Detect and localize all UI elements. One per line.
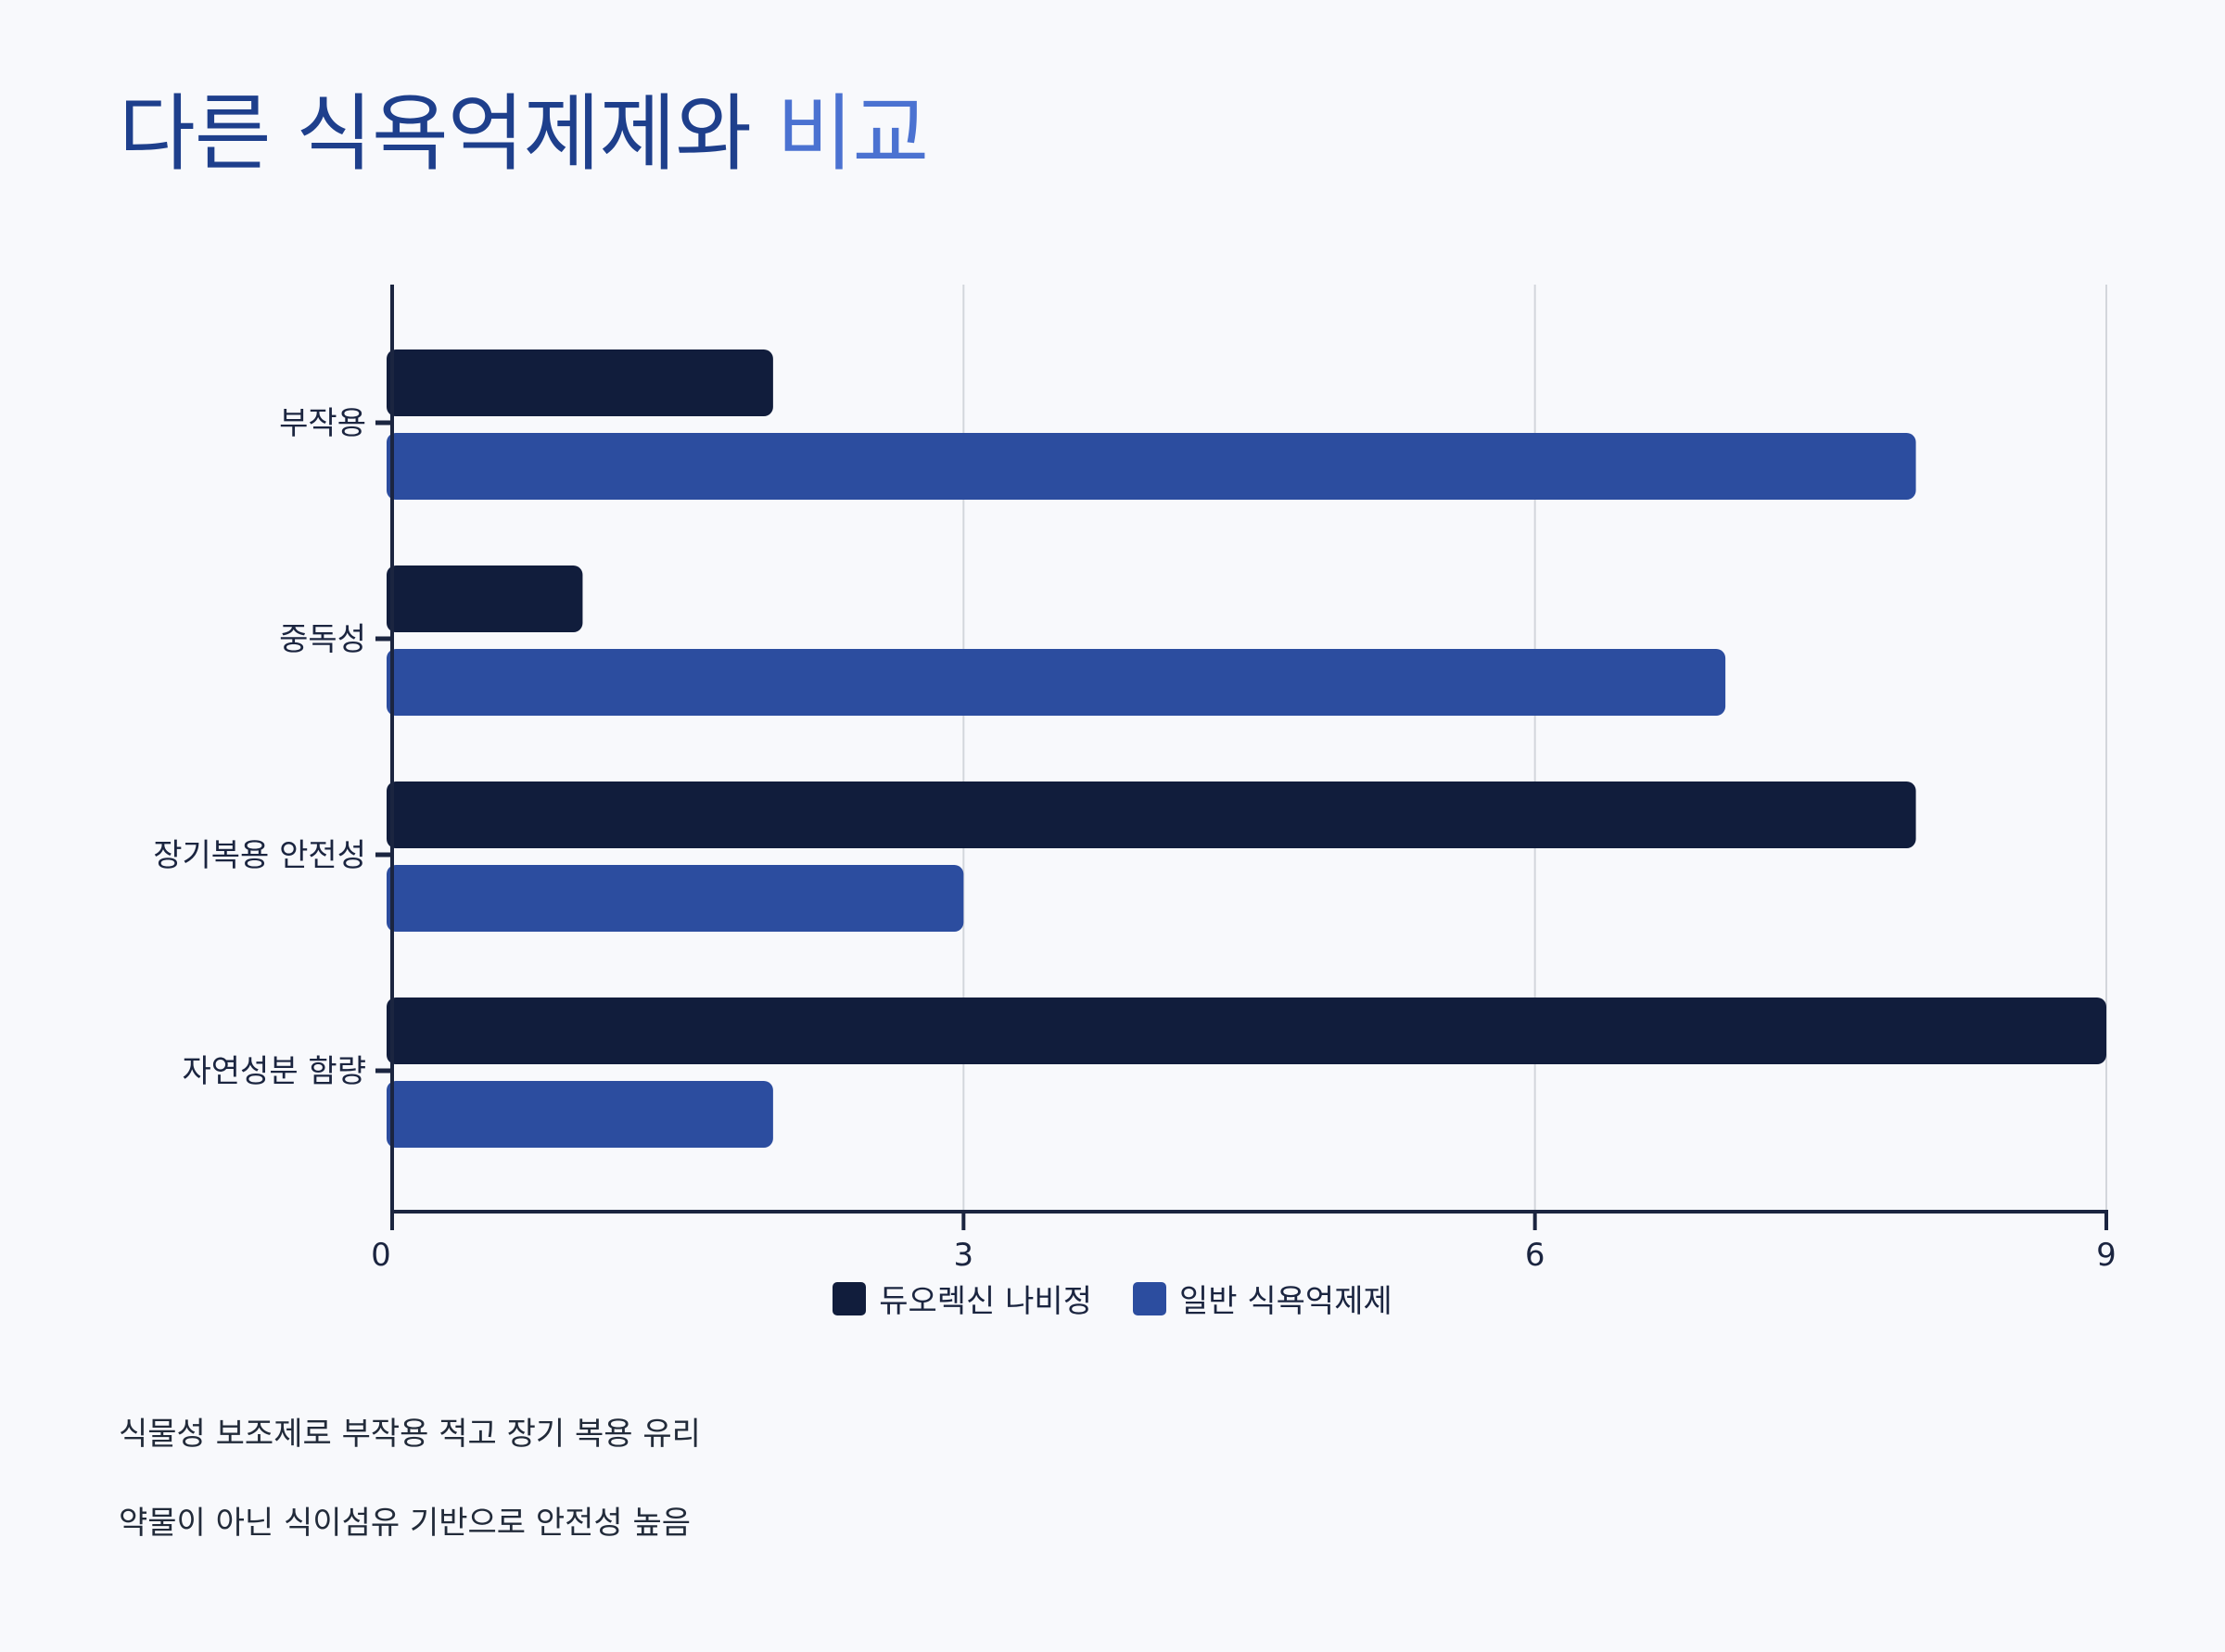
y-tick-label-1: 중독성 — [279, 621, 366, 658]
bar-generic-3 — [387, 1081, 773, 1148]
note-1: 식물성 보조제로 부작용 적고 장기 복용 유리 — [119, 1416, 701, 1453]
page-title: 다른 식욕억제제와 비교 — [119, 93, 929, 176]
page-title-part1: 다른 식욕억제제와 — [119, 85, 752, 183]
bar-generic-0 — [387, 433, 1916, 500]
y-tick-label-2: 장기복용 안전성 — [153, 837, 366, 874]
bar-generic-2 — [387, 865, 964, 932]
bar-duorexin-1 — [387, 565, 583, 632]
note-2: 약물이 아닌 식이섬유 기반으로 안전성 높음 — [119, 1505, 692, 1542]
legend-item-generic: 일반 식욕억제제 — [1133, 1276, 1392, 1321]
legend-item-duorexin: 듀오렉신 나비정 — [833, 1276, 1092, 1321]
x-tick-label-3: 3 — [954, 1237, 974, 1274]
page-title-part2: 비교 — [776, 85, 930, 183]
legend-label-generic: 일반 식욕억제제 — [1179, 1283, 1392, 1320]
x-tick-label-0: 0 — [371, 1237, 391, 1274]
bar-generic-1 — [387, 649, 1726, 716]
bar-duorexin-3 — [387, 998, 2106, 1064]
legend-label-duorexin: 듀오렉신 나비정 — [879, 1283, 1092, 1320]
legend-swatch-duorexin — [833, 1281, 867, 1315]
chart-legend: 듀오렉신 나비정 일반 식욕억제제 — [0, 1276, 2225, 1321]
bar-duorexin-2 — [387, 782, 1916, 848]
y-tick-label-3: 자연성분 함량 — [183, 1053, 367, 1090]
notes: 식물성 보조제로 부작용 적고 장기 복용 유리 약물이 아닌 식이섬유 기반으… — [119, 1418, 701, 1596]
legend-swatch-generic — [1133, 1281, 1166, 1315]
x-tick-label-9: 9 — [2096, 1237, 2117, 1274]
bar-duorexin-0 — [387, 349, 773, 416]
x-tick-label-6: 6 — [1525, 1237, 1545, 1274]
y-tick-label-0: 부작용 — [279, 405, 366, 442]
